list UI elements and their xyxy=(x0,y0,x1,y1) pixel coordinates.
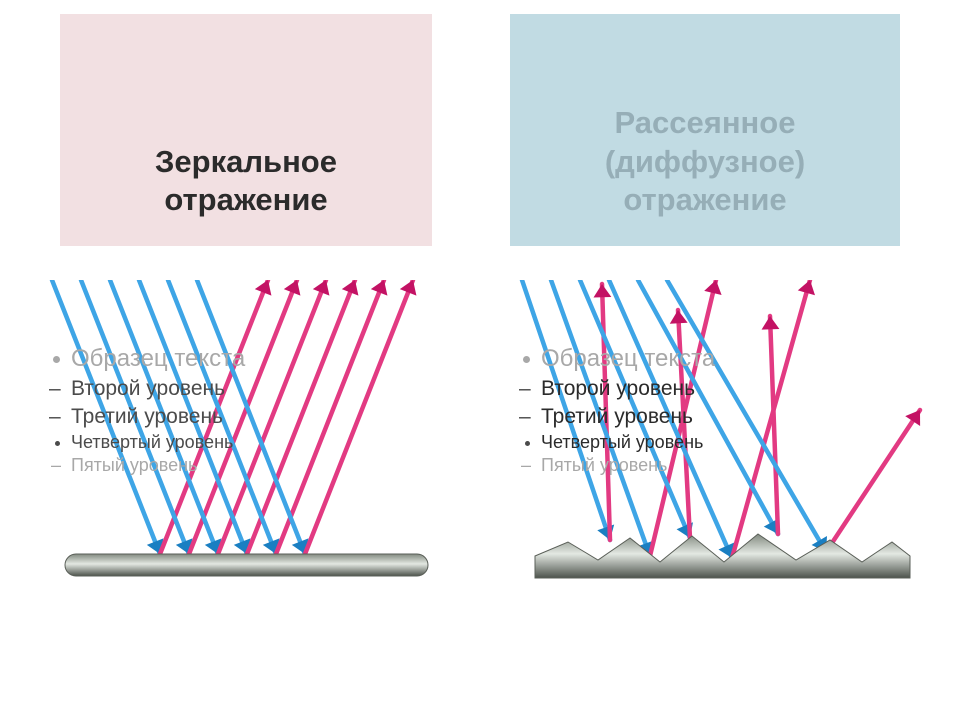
title-line: Зеркальное xyxy=(155,144,337,179)
figure-specular: Образец текста Второй уровень Третий уро… xyxy=(40,280,460,620)
outline-lvl1: Образец текста xyxy=(71,345,245,372)
title-line: отражение xyxy=(164,182,327,217)
placeholder-outline-left: Образец текста Второй уровень Третий уро… xyxy=(64,336,436,556)
title-line: отражение xyxy=(623,182,786,217)
outline-lvl2: Третий уровень xyxy=(71,405,223,428)
outline-lvl2: Третий уровень xyxy=(541,405,693,428)
outline-lvl3: Четвертый уровень xyxy=(71,432,233,452)
outline-lvl2: Второй уровень xyxy=(71,377,225,400)
panel-specular-title: Зеркальное отражение xyxy=(155,143,337,221)
panel-diffuse-title: Рассеянное (диффузное) отражение xyxy=(605,104,805,220)
panel-diffuse: Рассеянное (диффузное) отражение xyxy=(510,14,900,246)
outline-lvl3: Четвертый уровень xyxy=(541,432,703,452)
outline-lvl4: Пятый уровень xyxy=(541,455,667,475)
page-root: Зеркальное отражение Рассеянное (диффузн… xyxy=(0,0,960,720)
placeholder-outline-right: Образец текста Второй уровень Третий уро… xyxy=(534,336,906,556)
panel-specular: Зеркальное отражение xyxy=(60,14,432,246)
outline-lvl2: Второй уровень xyxy=(541,377,695,400)
figure-diffuse: Образец текста Второй уровень Третий уро… xyxy=(510,280,930,620)
title-line: (диффузное) xyxy=(605,144,805,179)
outline-lvl4: Пятый уровень xyxy=(71,455,197,475)
outline-lvl1: Образец текста xyxy=(541,345,715,372)
title-line: Рассеянное xyxy=(615,105,796,140)
